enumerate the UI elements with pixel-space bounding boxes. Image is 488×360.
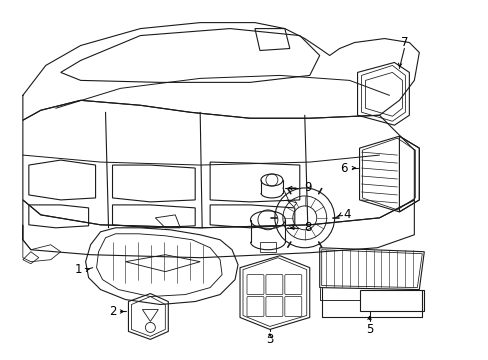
- Text: 2: 2: [108, 305, 116, 318]
- Text: 9: 9: [304, 181, 311, 194]
- Text: 8: 8: [304, 221, 311, 234]
- Text: 4: 4: [343, 208, 351, 221]
- Text: 7: 7: [400, 36, 407, 49]
- Text: 6: 6: [339, 162, 346, 175]
- Text: 1: 1: [75, 263, 82, 276]
- Text: 3: 3: [265, 333, 273, 346]
- Text: 5: 5: [365, 323, 372, 336]
